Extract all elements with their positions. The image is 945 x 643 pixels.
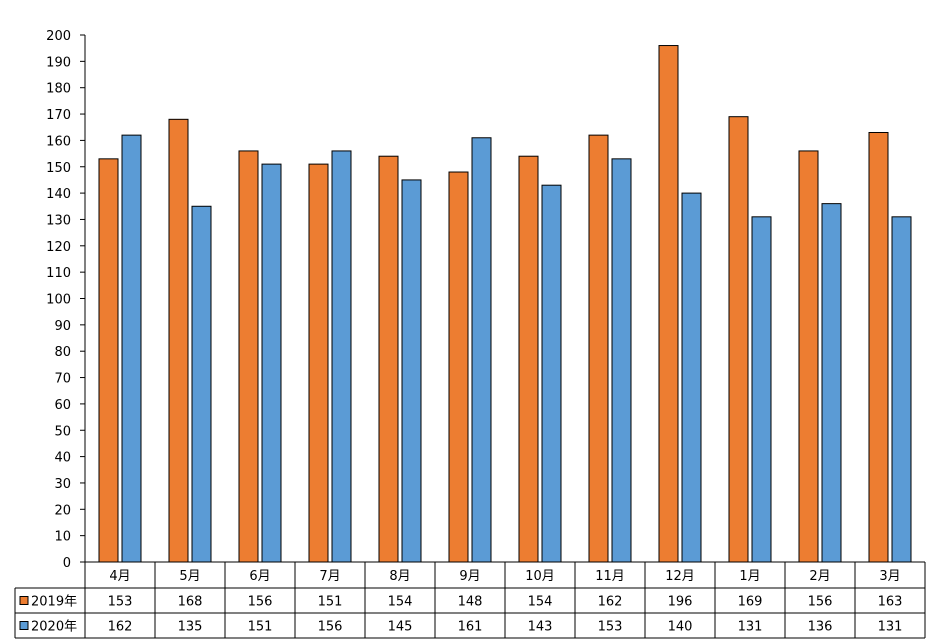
- legend-swatch-2019: [19, 596, 29, 605]
- y-tick-label: 30: [54, 477, 71, 492]
- category-label: 1月: [739, 569, 760, 584]
- data-label-2020: 151: [248, 620, 273, 635]
- y-tick-label: 80: [54, 345, 71, 360]
- data-label-2019: 154: [528, 595, 553, 610]
- y-tick-label: 130: [46, 213, 71, 228]
- bar-2020-3: [331, 150, 352, 563]
- data-label-2019: 156: [248, 595, 273, 610]
- data-table: 4月 5月 6月 7月 8月 9月 10月 11月 12月 1月 2月 3月 2019年 153 168 15…: [14, 561, 926, 639]
- data-label-2020: 145: [388, 620, 413, 635]
- bar-2019-0: [98, 158, 119, 563]
- category-label: 4月: [109, 569, 130, 584]
- y-tick-label: 10: [54, 530, 71, 545]
- bar-2019-6: [518, 155, 539, 563]
- y-tick-label: 100: [46, 293, 71, 308]
- bar-2019-10: [798, 150, 819, 563]
- bar-2020-4: [401, 179, 422, 563]
- y-tick-label: 150: [46, 161, 71, 176]
- data-label-2019: 153: [108, 595, 133, 610]
- y-axis: 0 10 20 30 40 50 60 70 80 90 100 110 120 130 140 150 160…: [46, 29, 86, 571]
- category-label: 9月: [459, 569, 480, 584]
- y-tick-label: 160: [46, 134, 71, 149]
- bar-2020-9: [751, 216, 772, 563]
- y-tick-label: 60: [54, 398, 71, 413]
- category-label: 3月: [879, 569, 900, 584]
- bar-2019-8: [658, 45, 679, 563]
- data-label-2020: 156: [318, 620, 343, 635]
- y-tick-label: 110: [46, 266, 71, 281]
- legend-swatch-2020: [19, 621, 29, 630]
- y-tick-label: 20: [54, 503, 71, 518]
- y-tick-label: 70: [54, 372, 71, 387]
- bar-2019-2: [238, 150, 259, 563]
- y-tick-label: 200: [46, 29, 71, 44]
- data-label-2019: 196: [668, 595, 693, 610]
- bar-2020-10: [821, 203, 842, 563]
- bar-2020-6: [541, 184, 562, 563]
- y-tick-label: 120: [46, 240, 71, 255]
- bar-2020-11: [891, 216, 912, 563]
- y-tick-label: 90: [54, 319, 71, 334]
- data-label-2020: 153: [598, 620, 623, 635]
- data-label-2020: 131: [878, 620, 903, 635]
- bar-2019-11: [868, 131, 889, 563]
- y-tick-label: 40: [54, 451, 71, 466]
- y-tick-label: 0: [63, 556, 71, 571]
- bar-2020-1: [191, 205, 212, 563]
- data-label-2019: 162: [598, 595, 623, 610]
- bar-2020-7: [611, 158, 632, 563]
- category-label: 5月: [179, 569, 200, 584]
- bar-2019-4: [378, 155, 399, 563]
- data-label-2020: 131: [738, 620, 763, 635]
- bar-2019-1: [168, 118, 189, 563]
- data-label-2019: 148: [458, 595, 483, 610]
- legend-label-2020: 2020年: [31, 620, 77, 635]
- category-label: 7月: [319, 569, 340, 584]
- y-tick-label: 190: [46, 55, 71, 70]
- bar-2020-0: [121, 134, 142, 563]
- category-label: 6月: [249, 569, 270, 584]
- data-label-2019: 151: [318, 595, 343, 610]
- data-label-2020: 162: [108, 620, 133, 635]
- data-label-2019: 169: [738, 595, 763, 610]
- bar-2019-9: [728, 116, 749, 563]
- category-label: 8月: [389, 569, 410, 584]
- bar-2020-2: [261, 163, 282, 563]
- y-tick-label: 170: [46, 108, 71, 123]
- legend-label-2019: 2019年: [31, 595, 77, 610]
- data-label-2020: 143: [528, 620, 553, 635]
- data-label-2020: 135: [178, 620, 203, 635]
- category-label: 11月: [595, 569, 625, 584]
- bars: [98, 45, 912, 563]
- bar-2019-7: [588, 134, 609, 563]
- category-label: 10月: [525, 569, 555, 584]
- category-label: 12月: [665, 569, 695, 584]
- y-tick-label: 50: [54, 424, 71, 439]
- data-label-2019: 154: [388, 595, 413, 610]
- bar-2019-5: [448, 171, 469, 563]
- category-label: 2月: [809, 569, 830, 584]
- bar-2019-3: [308, 163, 329, 563]
- bar-2020-5: [471, 137, 492, 563]
- data-label-2019: 168: [178, 595, 203, 610]
- y-tick-label: 180: [46, 82, 71, 97]
- data-label-2020: 136: [808, 620, 833, 635]
- data-label-2020: 161: [458, 620, 483, 635]
- data-label-2020: 140: [668, 620, 693, 635]
- bar-2020-8: [681, 192, 702, 563]
- data-label-2019: 156: [808, 595, 833, 610]
- y-tick-label: 140: [46, 187, 71, 202]
- data-label-2019: 163: [878, 595, 903, 610]
